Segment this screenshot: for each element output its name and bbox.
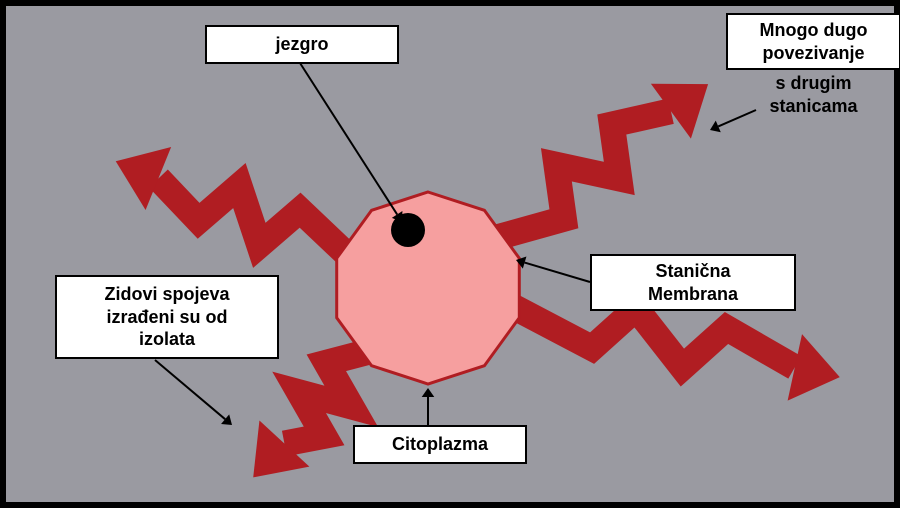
diagram-frame: jezgro Citoplazma Stanična Membrana Zido… <box>0 0 900 508</box>
label-jezgro: jezgro <box>205 25 399 64</box>
label-zidovi-l2: izrađeni su od <box>67 306 267 329</box>
label-mnogo-l1: Mnogo dugo <box>734 19 893 42</box>
label-membrana-l2: Membrana <box>598 283 788 306</box>
label-mnogo: Mnogo dugo povezivanje s drugim stanicam… <box>726 13 900 117</box>
label-mnogo-l2: povezivanje <box>734 42 893 65</box>
label-mnogo-l3: s drugim <box>726 72 900 95</box>
label-citoplazma: Citoplazma <box>353 425 527 464</box>
label-zidovi-l3: izolata <box>67 328 267 351</box>
label-mnogo-l4: stanicama <box>726 95 900 118</box>
label-zidovi: Zidovi spojeva izrađeni su od izolata <box>55 275 279 359</box>
label-zidovi-l1: Zidovi spojeva <box>67 283 267 306</box>
label-membrana-l1: Stanična <box>598 260 788 283</box>
label-membrana: Stanična Membrana <box>590 254 796 311</box>
